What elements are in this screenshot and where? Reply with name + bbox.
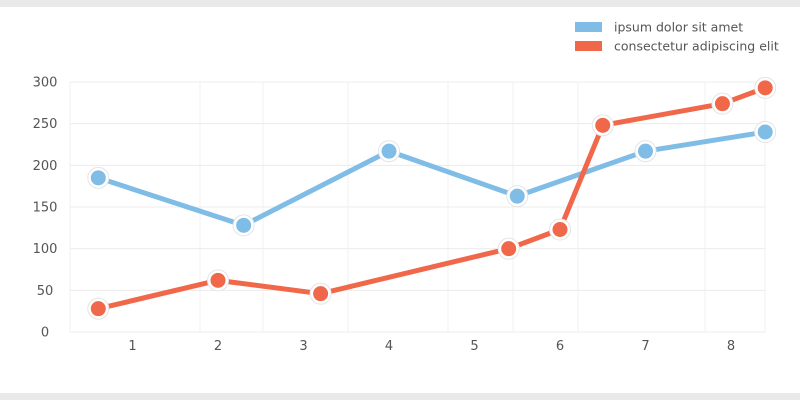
y-tick-label: 0 [41, 326, 49, 341]
data-point[interactable] [509, 188, 525, 204]
series-1 [87, 121, 777, 237]
y-tick-label: 200 [33, 159, 58, 174]
y-tick-label: 250 [33, 117, 58, 132]
data-point[interactable] [552, 222, 568, 237]
legend-label: consectetur adipiscing elit [614, 39, 779, 54]
data-point[interactable] [90, 170, 106, 186]
data-point[interactable] [210, 272, 226, 288]
x-tick-label: 7 [641, 339, 649, 354]
grid [69, 81, 766, 333]
data-point[interactable] [236, 217, 252, 233]
series-2 [87, 76, 777, 320]
x-tick-label: 5 [470, 339, 478, 354]
legend: ipsum dolor sit amet consectetur adipisci… [575, 20, 779, 54]
data-point[interactable] [714, 96, 730, 112]
x-tick-label: 2 [214, 339, 222, 354]
y-tick-label: 50 [37, 284, 54, 299]
y-tick-label: 300 [33, 76, 58, 91]
legend-swatch [575, 41, 602, 51]
data-point[interactable] [757, 80, 773, 96]
y-tick-label: 100 [33, 242, 58, 257]
data-point[interactable] [501, 241, 517, 257]
data-point[interactable] [313, 286, 329, 302]
legend-swatch [575, 22, 602, 32]
series-layer [87, 76, 777, 320]
y-tick-label: 150 [33, 201, 58, 216]
x-tick-label: 3 [299, 339, 307, 354]
x-tick-label: 8 [727, 339, 735, 354]
x-tick-label: 6 [556, 339, 564, 354]
data-point[interactable] [90, 301, 106, 317]
series-line [95, 85, 768, 312]
y-axis-ticks: 0 50 100 150 200 250 300 [33, 76, 58, 341]
x-tick-label: 4 [385, 339, 393, 354]
data-point[interactable] [381, 143, 397, 159]
data-point[interactable] [757, 124, 773, 140]
x-axis-ticks: 1 2 3 4 5 6 7 8 [128, 339, 735, 354]
series-line [95, 129, 768, 228]
chart-card [0, 7, 800, 393]
data-point[interactable] [638, 143, 653, 159]
x-tick-label: 1 [128, 339, 136, 354]
data-point[interactable] [595, 117, 611, 133]
legend-label: ipsum dolor sit amet [614, 20, 743, 35]
